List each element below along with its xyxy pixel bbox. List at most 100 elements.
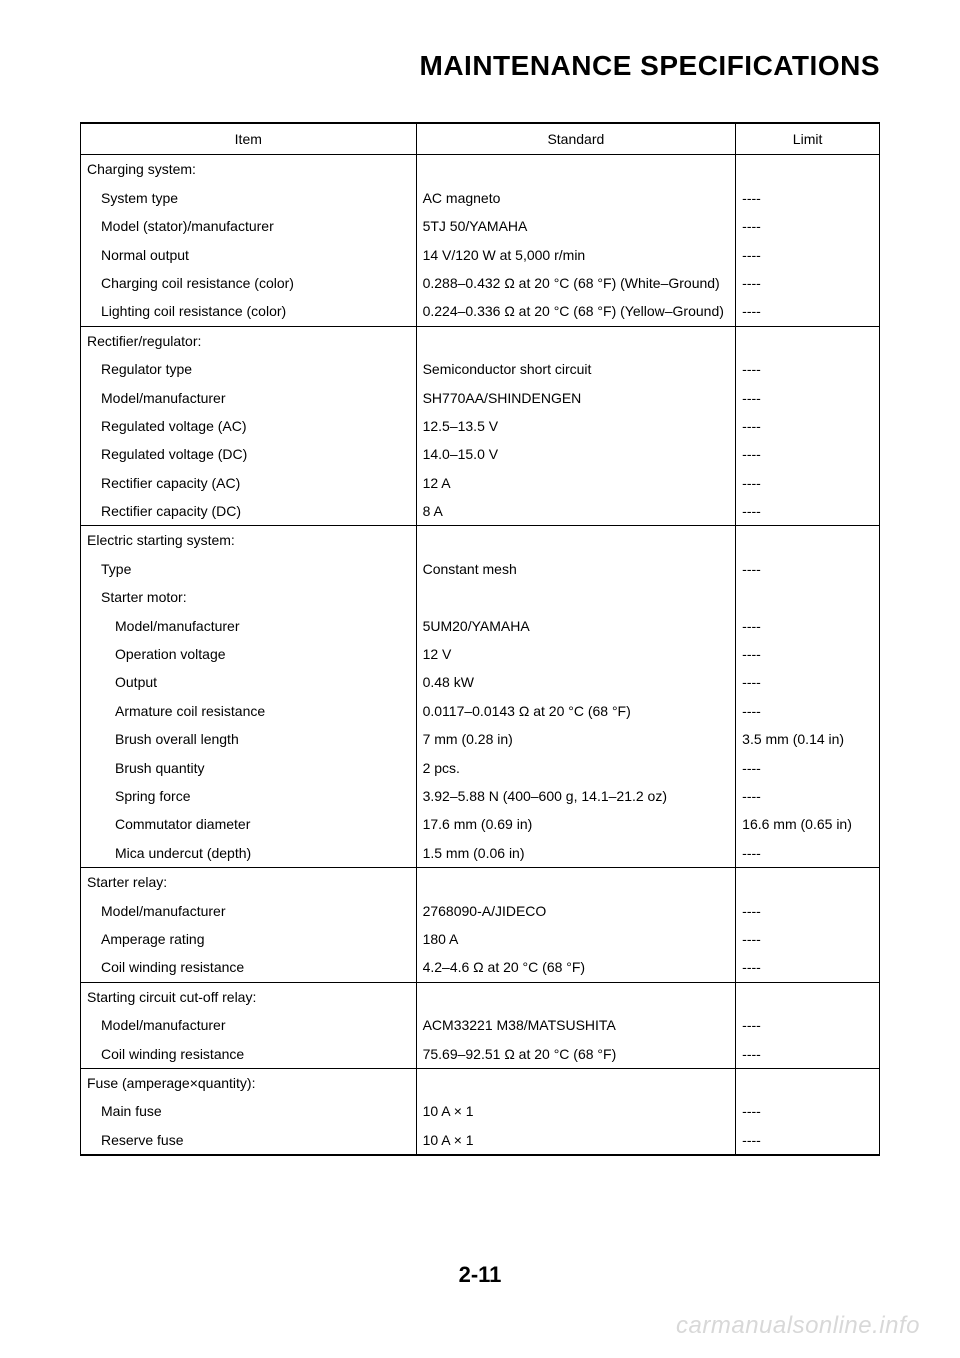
cell-item: Model/manufacturer bbox=[81, 1011, 417, 1039]
cell-standard: 12.5–13.5 V bbox=[416, 412, 736, 440]
table-row: System typeAC magneto---- bbox=[81, 184, 880, 212]
cell-item: Reserve fuse bbox=[81, 1126, 417, 1155]
cell-item: Coil winding resistance bbox=[81, 953, 417, 982]
col-header-item: Item bbox=[81, 123, 417, 155]
cell-standard: ACM33221 M38/MATSUSHITA bbox=[416, 1011, 736, 1039]
cell-limit bbox=[736, 868, 880, 897]
table-body: Charging system:System typeAC magneto---… bbox=[81, 155, 880, 1155]
cell-item: Normal output bbox=[81, 241, 417, 269]
cell-limit: ---- bbox=[736, 384, 880, 412]
cell-standard: SH770AA/SHINDENGEN bbox=[416, 384, 736, 412]
cell-limit: ---- bbox=[736, 497, 880, 526]
cell-limit: ---- bbox=[736, 612, 880, 640]
table-row: Brush overall length7 mm (0.28 in)3.5 mm… bbox=[81, 725, 880, 753]
table-row: Operation voltage12 V---- bbox=[81, 640, 880, 668]
cell-item: Model/manufacturer bbox=[81, 897, 417, 925]
col-header-standard: Standard bbox=[416, 123, 736, 155]
cell-standard: 0.0117–0.0143 Ω at 20 °C (68 °F) bbox=[416, 697, 736, 725]
cell-item: Brush overall length bbox=[81, 725, 417, 753]
cell-standard: 2 pcs. bbox=[416, 754, 736, 782]
cell-item: Model/manufacturer bbox=[81, 612, 417, 640]
table-row: Fuse (amperage×quantity): bbox=[81, 1068, 880, 1097]
cell-standard: 17.6 mm (0.69 in) bbox=[416, 810, 736, 838]
cell-item: Regulator type bbox=[81, 355, 417, 383]
cell-item: Rectifier capacity (DC) bbox=[81, 497, 417, 526]
cell-standard: 5TJ 50/YAMAHA bbox=[416, 212, 736, 240]
cell-item: Main fuse bbox=[81, 1097, 417, 1125]
cell-standard bbox=[416, 1068, 736, 1097]
cell-standard: 3.92–5.88 N (400–600 g, 14.1–21.2 oz) bbox=[416, 782, 736, 810]
cell-limit: 3.5 mm (0.14 in) bbox=[736, 725, 880, 753]
cell-standard: 0.224–0.336 Ω at 20 °C (68 °F) (Yellow–G… bbox=[416, 297, 736, 326]
cell-item: Regulated voltage (AC) bbox=[81, 412, 417, 440]
cell-standard: Semiconductor short circuit bbox=[416, 355, 736, 383]
cell-item: Armature coil resistance bbox=[81, 697, 417, 725]
col-header-limit: Limit bbox=[736, 123, 880, 155]
table-row: Reserve fuse10 A × 1---- bbox=[81, 1126, 880, 1155]
cell-item: Rectifier/regulator: bbox=[81, 326, 417, 355]
table-row: Rectifier capacity (DC)8 A---- bbox=[81, 497, 880, 526]
cell-item: System type bbox=[81, 184, 417, 212]
cell-standard: Constant mesh bbox=[416, 555, 736, 583]
cell-standard bbox=[416, 526, 736, 555]
table-row: Charging system: bbox=[81, 155, 880, 184]
cell-item: Mica undercut (depth) bbox=[81, 839, 417, 868]
table-row: Armature coil resistance0.0117–0.0143 Ω … bbox=[81, 697, 880, 725]
page-title: MAINTENANCE SPECIFICATIONS bbox=[80, 50, 880, 82]
page-number: 2-11 bbox=[0, 1262, 960, 1288]
table-row: Lighting coil resistance (color)0.224–0.… bbox=[81, 297, 880, 326]
watermark: carmanualsonline.info bbox=[676, 1312, 920, 1340]
cell-standard bbox=[416, 583, 736, 611]
cell-standard: 7 mm (0.28 in) bbox=[416, 725, 736, 753]
table-row: Brush quantity2 pcs.---- bbox=[81, 754, 880, 782]
cell-limit: ---- bbox=[736, 839, 880, 868]
cell-limit: ---- bbox=[736, 1011, 880, 1039]
cell-limit: ---- bbox=[736, 297, 880, 326]
cell-limit: ---- bbox=[736, 640, 880, 668]
cell-standard bbox=[416, 155, 736, 184]
cell-item: Electric starting system: bbox=[81, 526, 417, 555]
table-row: Main fuse10 A × 1---- bbox=[81, 1097, 880, 1125]
table-row: Model/manufacturer2768090-A/JIDECO---- bbox=[81, 897, 880, 925]
table-row: Charging coil resistance (color)0.288–0.… bbox=[81, 269, 880, 297]
cell-item: Lighting coil resistance (color) bbox=[81, 297, 417, 326]
cell-standard: AC magneto bbox=[416, 184, 736, 212]
table-row: Starter relay: bbox=[81, 868, 880, 897]
cell-item: Type bbox=[81, 555, 417, 583]
table-row: Amperage rating180 A---- bbox=[81, 925, 880, 953]
table-row: Coil winding resistance75.69–92.51 Ω at … bbox=[81, 1040, 880, 1069]
cell-item: Starter motor: bbox=[81, 583, 417, 611]
cell-item: Amperage rating bbox=[81, 925, 417, 953]
cell-limit bbox=[736, 526, 880, 555]
cell-limit bbox=[736, 155, 880, 184]
cell-limit: ---- bbox=[736, 1040, 880, 1069]
table-row: TypeConstant mesh---- bbox=[81, 555, 880, 583]
table-header-row: Item Standard Limit bbox=[81, 123, 880, 155]
cell-item: Charging system: bbox=[81, 155, 417, 184]
cell-limit: ---- bbox=[736, 555, 880, 583]
cell-limit: ---- bbox=[736, 184, 880, 212]
cell-standard: 2768090-A/JIDECO bbox=[416, 897, 736, 925]
cell-standard: 1.5 mm (0.06 in) bbox=[416, 839, 736, 868]
cell-limit: ---- bbox=[736, 754, 880, 782]
cell-item: Charging coil resistance (color) bbox=[81, 269, 417, 297]
cell-standard: 4.2–4.6 Ω at 20 °C (68 °F) bbox=[416, 953, 736, 982]
table-row: Rectifier capacity (AC)12 A---- bbox=[81, 469, 880, 497]
page-container: MAINTENANCE SPECIFICATIONS Item Standard… bbox=[0, 0, 960, 1358]
table-row: Rectifier/regulator: bbox=[81, 326, 880, 355]
cell-standard: 0.288–0.432 Ω at 20 °C (68 °F) (White–Gr… bbox=[416, 269, 736, 297]
table-row: Commutator diameter17.6 mm (0.69 in)16.6… bbox=[81, 810, 880, 838]
cell-item: Rectifier capacity (AC) bbox=[81, 469, 417, 497]
cell-limit bbox=[736, 583, 880, 611]
cell-limit bbox=[736, 326, 880, 355]
table-row: Model/manufacturerSH770AA/SHINDENGEN---- bbox=[81, 384, 880, 412]
cell-item: Fuse (amperage×quantity): bbox=[81, 1068, 417, 1097]
cell-standard bbox=[416, 982, 736, 1011]
table-row: Output0.48 kW---- bbox=[81, 668, 880, 696]
cell-limit: ---- bbox=[736, 897, 880, 925]
table-row: Model/manufacturerACM33221 M38/MATSUSHIT… bbox=[81, 1011, 880, 1039]
cell-item: Regulated voltage (DC) bbox=[81, 440, 417, 468]
table-row: Model/manufacturer5UM20/YAMAHA---- bbox=[81, 612, 880, 640]
cell-limit: ---- bbox=[736, 269, 880, 297]
cell-limit: 16.6 mm (0.65 in) bbox=[736, 810, 880, 838]
